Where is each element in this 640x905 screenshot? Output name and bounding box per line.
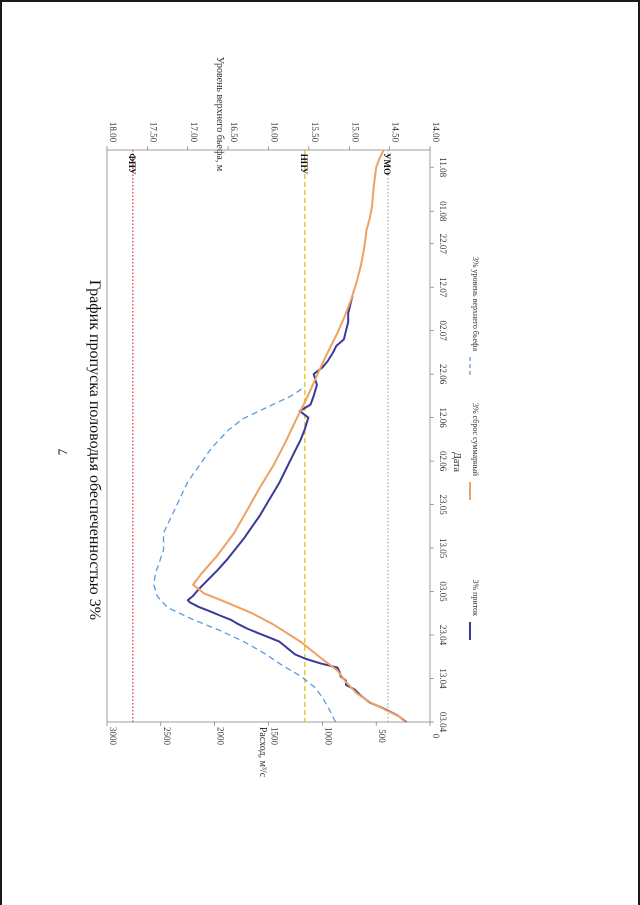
page-border-left [0, 0, 2, 905]
x-axis-tick-label: 11.08 [438, 157, 448, 177]
left-axis-tick-label: 1000 [323, 727, 333, 746]
left-axis-tick-label: 1500 [270, 727, 280, 746]
x-axis-tick-label: 22.06 [438, 364, 448, 385]
series-line [153, 386, 337, 723]
x-axis-title: Дата [451, 452, 462, 472]
reference-line-label: ФПУ [127, 153, 137, 175]
x-axis-tick-label: 12.07 [438, 277, 448, 298]
x-axis-tick-label: 12.06 [438, 407, 448, 428]
x-axis-tick-label: 02.06 [438, 451, 448, 472]
right-axis-tick-label: 16.50 [229, 122, 239, 143]
series-line [186, 295, 407, 723]
x-axis-tick-label: 13.05 [438, 538, 448, 559]
chart-title: График пропуска половодья обеспеченность… [86, 280, 103, 620]
x-axis-tick-label: 13.04 [438, 668, 448, 689]
left-axis-title: Расход, м³/с [257, 727, 268, 778]
x-axis-tick-label: 22.07 [438, 234, 448, 255]
series-line [192, 149, 406, 723]
legend-label: 3% приток [471, 579, 480, 616]
right-axis-tick-label: 15.00 [350, 122, 360, 143]
x-axis-tick-label: 03.05 [438, 581, 448, 602]
right-axis-tick-label: 14.00 [431, 122, 441, 143]
x-axis-tick-label: 03.04 [438, 712, 448, 733]
legend-label: 3% сброс суммарный [471, 403, 480, 477]
chart-plot-area: 0 500 1000 1500 2000 2500 3000 Расход, м³/с 14.0… [86, 57, 480, 778]
page-border-right [638, 0, 640, 905]
reference-line-label: УМО [382, 153, 392, 175]
right-axis-tick-label: 16.00 [270, 122, 280, 143]
right-axis-tick-label: 15.50 [310, 122, 320, 143]
left-axis-tick-label: 2500 [162, 727, 172, 746]
left-axis-tick-label: 0 [431, 734, 441, 739]
page-border-top [0, 0, 640, 2]
reference-line-label: НПУ [299, 154, 309, 175]
left-axis-tick-label: 500 [377, 729, 387, 743]
left-axis-tick-label: 3000 [108, 727, 118, 746]
x-axis-tick-label: 01.08 [438, 201, 448, 222]
x-axis-tick-label: 23.04 [438, 625, 448, 646]
right-axis-tick-label: 17.50 [148, 122, 158, 143]
legend-label: 3% уровень верхнего бьефа [471, 257, 480, 352]
left-axis-tick-label: 2000 [216, 727, 226, 746]
right-axis-tick-label: 17.00 [189, 122, 199, 143]
x-axis-tick-label: 02.07 [438, 321, 448, 342]
right-axis-title: Уровень верхнего бьефа, м [214, 57, 225, 172]
right-axis-tick-label: 18.00 [108, 122, 118, 143]
right-axis-tick-label: 14.50 [391, 122, 401, 143]
x-axis-tick-label: 23.05 [438, 494, 448, 515]
